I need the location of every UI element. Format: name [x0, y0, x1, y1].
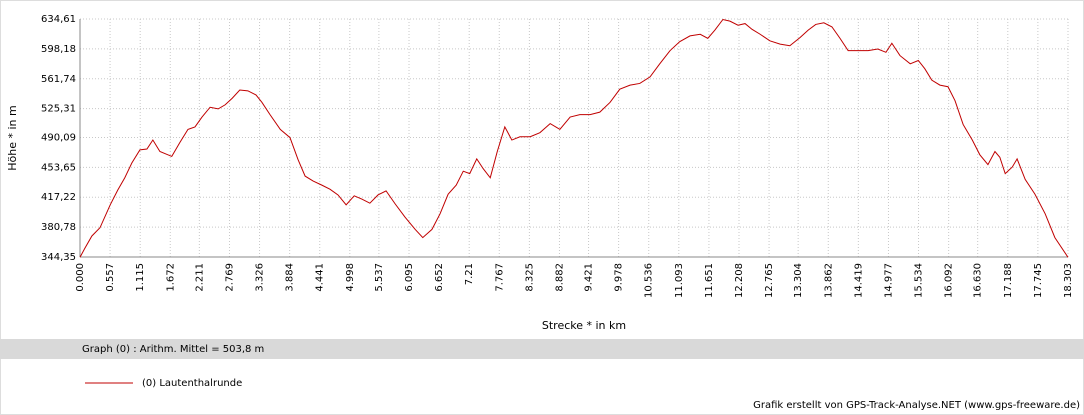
x-tick-label: 10.536 [644, 263, 655, 298]
x-tick-label: 14.977 [883, 263, 894, 298]
x-tick-label: 5.537 [374, 263, 385, 292]
y-tick-label: 525,31 [41, 104, 76, 115]
x-tick-label: 6.095 [404, 263, 415, 292]
x-axis-label: Strecke * in km [542, 319, 626, 332]
x-tick-label: 4.998 [345, 263, 356, 292]
y-tick-label: 634,61 [41, 14, 76, 25]
x-tick-label: 8.325 [524, 263, 535, 292]
data-line [79, 18, 1069, 258]
x-tick-label: 12.208 [734, 263, 745, 298]
y-tick-label: 453,65 [41, 162, 76, 173]
x-tick-label: 6.652 [434, 263, 445, 292]
x-tick-label: 7.21 [464, 263, 475, 285]
x-tick-label: 12.765 [764, 263, 775, 298]
x-tick-label: 8.882 [554, 263, 565, 292]
x-tick-label: 3.884 [285, 263, 296, 292]
x-tick-label: 16.092 [944, 263, 955, 298]
y-tick-label: 598,18 [41, 44, 76, 55]
y-tick-label: 417,22 [41, 192, 76, 203]
y-tick-label: 344,35 [41, 252, 76, 263]
x-tick-label: 17.188 [1003, 263, 1014, 298]
x-tick-label: 1.672 [165, 263, 176, 292]
x-tick-label: 0.557 [105, 263, 116, 292]
x-tick-label: 1.115 [135, 263, 146, 292]
x-tick-label: 3.326 [255, 263, 266, 292]
x-tick-label: 14.419 [853, 263, 864, 298]
x-tick-label: 9.978 [614, 263, 625, 292]
y-tick-label: 380,78 [41, 222, 76, 233]
x-tick-label: 2.769 [224, 263, 235, 292]
x-tick-label: 15.534 [914, 263, 925, 298]
annotation-band [0, 339, 1084, 359]
x-tick-label: 16.630 [973, 263, 984, 298]
x-tick-label: 17.745 [1033, 263, 1044, 298]
x-tick-label: 11.093 [674, 263, 685, 298]
x-tick-label: 7.767 [494, 263, 505, 292]
x-tick-label: 18.303 [1063, 263, 1074, 298]
footer: Grafik erstellt von GPS-Track-Analyse.NE… [753, 400, 1080, 411]
x-tick-label: 11.651 [704, 263, 715, 298]
legend-label: (0) Lautenthalrunde [142, 378, 242, 389]
annotation: Graph (0) : Arithm. Mittel = 503,8 m [82, 344, 264, 355]
x-tick-label: 0.000 [75, 263, 86, 292]
x-tick-label: 4.441 [315, 263, 326, 292]
y-tick-label: 561,74 [41, 74, 76, 85]
x-tick-label: 2.211 [194, 263, 205, 292]
y-tick-label: 490,09 [41, 132, 76, 143]
x-tick-label: 9.421 [584, 263, 595, 292]
y-axis-label: Höhe * in m [6, 105, 19, 170]
x-tick-label: 13.304 [793, 263, 804, 298]
x-tick-label: 13.862 [823, 263, 834, 298]
